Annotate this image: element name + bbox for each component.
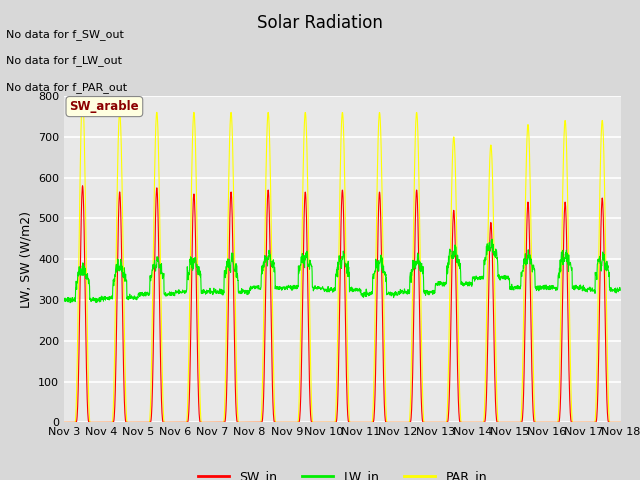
Y-axis label: LW, SW (W/m2): LW, SW (W/m2) xyxy=(19,211,33,308)
Legend: SW_in, LW_in, PAR_in: SW_in, LW_in, PAR_in xyxy=(193,465,492,480)
Text: Solar Radiation: Solar Radiation xyxy=(257,14,383,33)
Text: SW_arable: SW_arable xyxy=(70,100,139,113)
Text: No data for f_LW_out: No data for f_LW_out xyxy=(6,55,122,66)
Text: No data for f_SW_out: No data for f_SW_out xyxy=(6,29,124,40)
Text: No data for f_PAR_out: No data for f_PAR_out xyxy=(6,82,127,93)
